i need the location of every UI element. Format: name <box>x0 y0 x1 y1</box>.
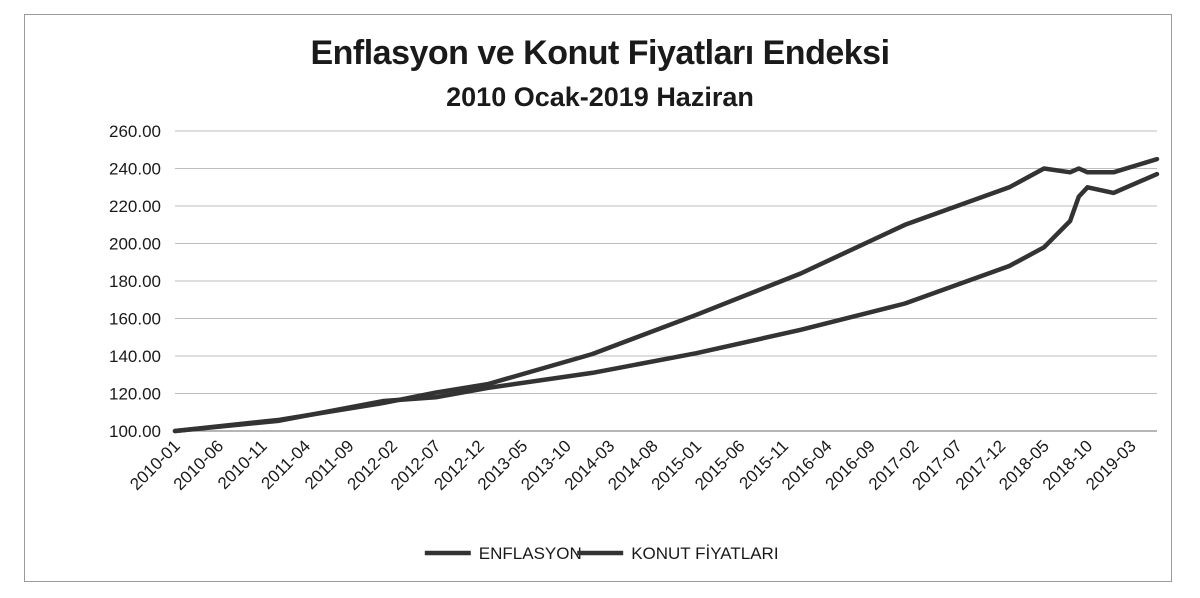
y-tick-label: 220.00 <box>109 197 161 216</box>
gridlines <box>175 130 1157 432</box>
y-tick-label: 160.00 <box>109 310 161 329</box>
legend-label: ENFLASYON <box>479 544 582 563</box>
y-tick-label: 120.00 <box>109 385 161 404</box>
y-tick-label: 260.00 <box>109 122 161 141</box>
y-tick-label: 200.00 <box>109 235 161 254</box>
chart-title: Enflasyon ve Konut Fiyatları Endeksi <box>310 34 890 72</box>
series-line <box>172 156 1160 434</box>
legend: ENFLASYON KONUT FİYATLARI <box>424 544 779 563</box>
legend-label: KONUT FİYATLARI <box>631 544 778 563</box>
y-tick-label: 180.00 <box>109 272 161 291</box>
chart-subtitle: 2010 Ocak-2019 Haziran <box>446 82 754 112</box>
y-axis-ticks: 100.00 120.00 140.00 160.00 180.00 200.00 220.… <box>109 122 161 441</box>
x-axis-ticks: 2010-012010-062010-112011-042011-092012-… <box>126 436 1139 494</box>
chart-frame <box>24 14 1172 582</box>
series-line <box>172 171 1160 434</box>
y-tick-label: 240.00 <box>109 160 161 179</box>
series-lines <box>172 156 1160 434</box>
y-tick-label: 100.00 <box>109 422 161 441</box>
y-tick-label: 140.00 <box>109 347 161 366</box>
